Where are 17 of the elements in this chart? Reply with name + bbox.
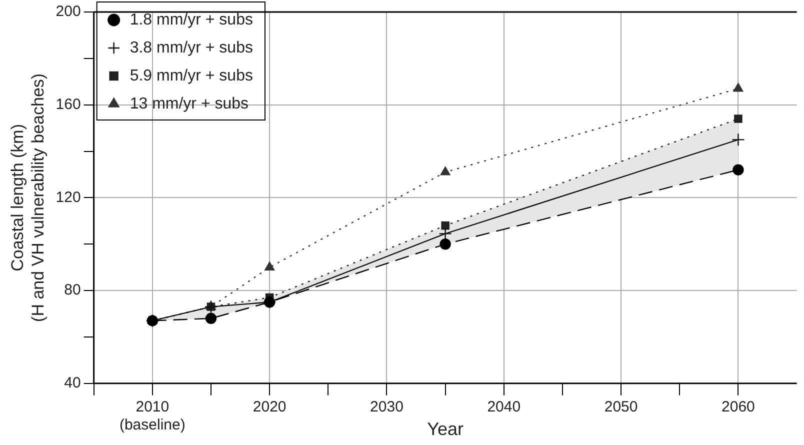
y-tick-label: 200: [56, 3, 81, 20]
legend-label: 3.8 mm/yr + subs: [130, 39, 253, 56]
legend-label: 5.9 mm/yr + subs: [130, 67, 253, 84]
y-tick-label: 80: [64, 282, 81, 299]
x-tick-label: 2010 (baseline): [119, 398, 186, 434]
x-tick-label: 2020: [252, 398, 286, 416]
legend-label: 1.8 mm/yr + subs: [130, 11, 253, 28]
y-tick-label: 40: [64, 374, 81, 392]
x-tick-label: 2050: [604, 398, 638, 416]
y-tick-label: 120: [56, 188, 81, 206]
y-tick-label: 160: [56, 96, 81, 113]
legend-label: 13 mm/yr + subs: [130, 95, 249, 112]
x-tick-label: 2030: [370, 398, 404, 416]
y-axis-title: Coastal length (km) (H and VH vulnerability beaches): [8, 73, 48, 322]
x-tick-label: 2040: [487, 398, 521, 416]
x-tick-label: 2060: [722, 398, 755, 416]
x-axis-title: Year: [427, 419, 464, 440]
